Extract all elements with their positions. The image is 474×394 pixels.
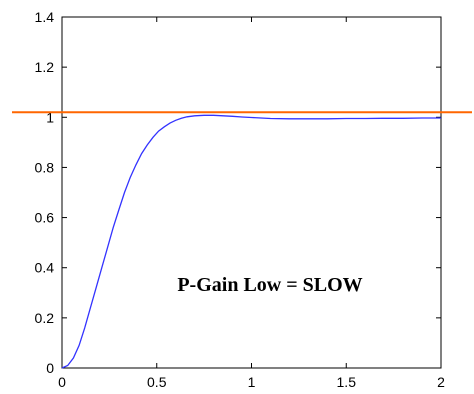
y-tick-label: 1.4 <box>35 9 55 25</box>
series-layer <box>61 114 441 369</box>
x-tick-label: 0.5 <box>147 374 167 390</box>
y-tick-label: 1.2 <box>35 59 55 75</box>
x-tick-label: 2 <box>437 374 445 390</box>
y-tick-label: 0.8 <box>35 159 55 175</box>
chart-annotation: P-Gain Low = SLOW <box>177 274 362 296</box>
y-tick-label: 1 <box>46 109 54 125</box>
response-series-line <box>61 114 441 369</box>
y-tick-label: 0.4 <box>35 260 55 276</box>
x-tick-label: 1 <box>248 374 256 390</box>
x-axis: 0 0.5 1 1.5 2 <box>58 17 445 390</box>
y-tick-label: 0.6 <box>35 210 55 226</box>
y-tick-label: 0 <box>46 360 54 376</box>
y-axis: 0 0.2 0.4 0.6 0.8 1 1.2 1.4 <box>35 9 441 376</box>
x-tick-label: 1.5 <box>337 374 357 390</box>
y-tick-label: 0.2 <box>35 310 55 326</box>
x-tick-label: 0 <box>58 374 66 390</box>
